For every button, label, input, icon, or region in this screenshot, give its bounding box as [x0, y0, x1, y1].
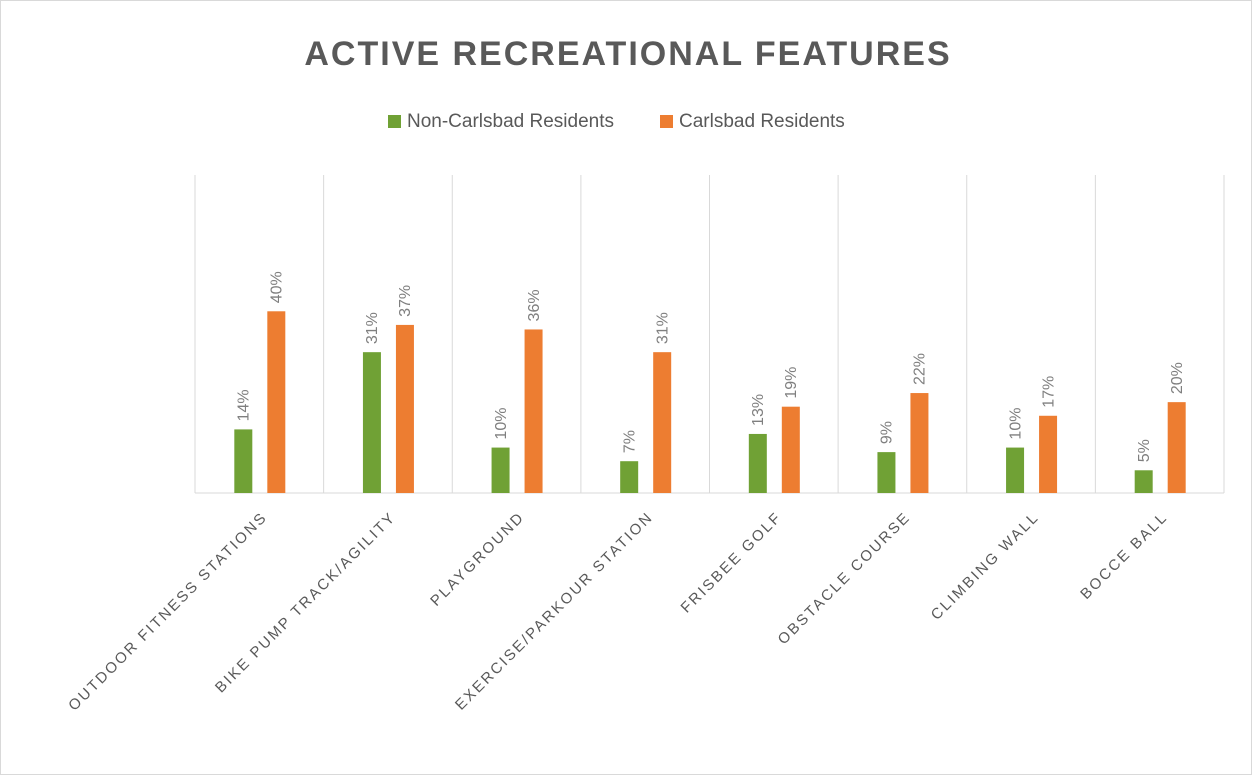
data-label: 20% — [1169, 362, 1186, 394]
bar — [910, 393, 929, 493]
bar — [267, 311, 286, 493]
bar — [234, 429, 253, 493]
bar — [1134, 470, 1153, 493]
bar — [395, 324, 414, 493]
data-label: 17% — [1040, 376, 1057, 408]
data-label: 37% — [397, 285, 414, 317]
bar — [362, 352, 381, 493]
bar — [524, 329, 543, 493]
chart-title: ACTIVE RECREATIONAL FEATURES — [304, 35, 951, 73]
bar — [1167, 402, 1186, 493]
legend-swatch — [660, 115, 673, 128]
bar — [748, 433, 767, 493]
data-label: 22% — [912, 353, 929, 385]
bar — [491, 447, 510, 493]
data-label: 10% — [493, 408, 510, 440]
legend-swatch — [388, 115, 401, 128]
data-label: 13% — [750, 394, 767, 426]
legend-label: Non-Carlsbad Residents — [407, 111, 614, 132]
bar — [620, 461, 639, 493]
bar — [1039, 415, 1058, 493]
bar — [781, 406, 800, 493]
bar — [1006, 447, 1025, 493]
data-label: 5% — [1136, 439, 1153, 462]
data-label: 10% — [1007, 408, 1024, 440]
bar — [653, 352, 672, 493]
bar — [877, 452, 896, 493]
data-label: 7% — [621, 430, 638, 453]
data-label: 19% — [783, 367, 800, 399]
data-label: 9% — [879, 421, 896, 444]
data-label: 40% — [269, 271, 286, 303]
data-label: 31% — [654, 312, 671, 344]
data-label: 36% — [526, 289, 543, 321]
legend-label: Carlsbad Residents — [679, 111, 845, 132]
data-label: 31% — [364, 312, 381, 344]
data-label: 14% — [236, 389, 253, 421]
